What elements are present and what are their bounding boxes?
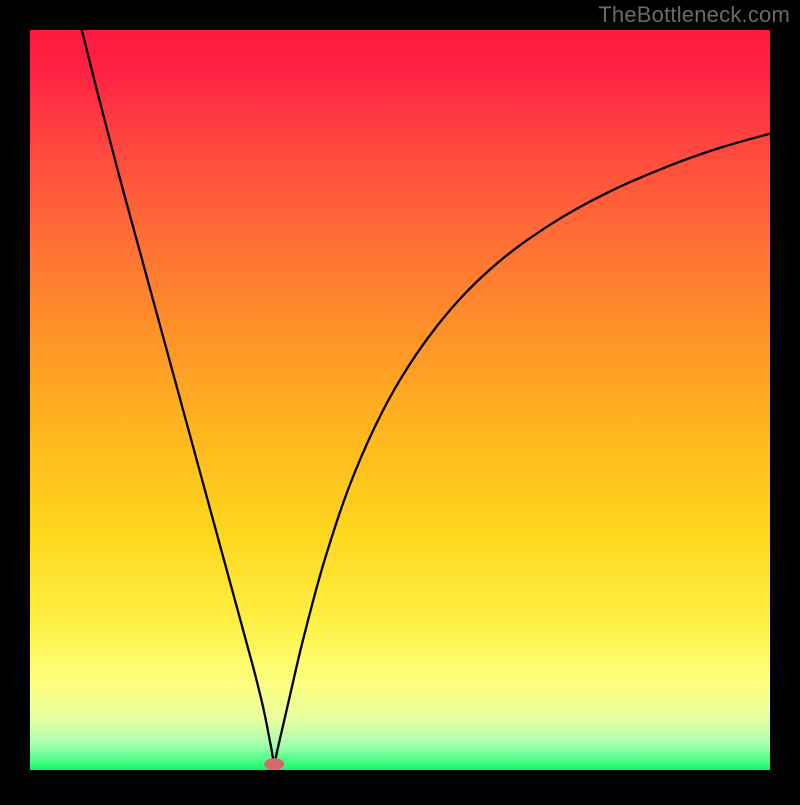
outer-frame: TheBottleneck.com: [0, 0, 800, 800]
chart-svg: [0, 0, 800, 800]
watermark-text: TheBottleneck.com: [598, 2, 790, 28]
plot-background: [30, 30, 770, 770]
optimum-marker: [264, 758, 284, 770]
